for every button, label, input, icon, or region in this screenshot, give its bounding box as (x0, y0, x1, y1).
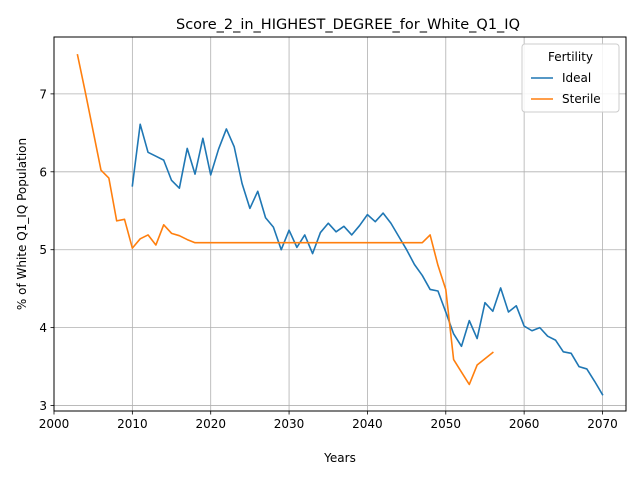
x-tick-label: 2030 (274, 417, 305, 431)
x-tick-label: 2020 (195, 417, 226, 431)
y-axis-label: % of White Q1_IQ Population (15, 138, 29, 310)
legend: Fertility Ideal Sterile (521, 43, 620, 113)
y-tick-label: 3 (39, 399, 47, 413)
legend-label-ideal: Ideal (562, 71, 591, 85)
series-line-sterile (76, 53, 494, 386)
y-tick-label: 7 (39, 87, 47, 101)
y-axis-ticks: 3 4 5 6 7 (39, 87, 54, 413)
y-tick-label: 6 (39, 165, 47, 179)
legend-label-sterile: Sterile (562, 92, 601, 106)
x-tick-label: 2000 (39, 417, 70, 431)
legend-box (521, 43, 620, 113)
y-tick-label: 5 (39, 243, 47, 257)
x-tick-label: 2040 (352, 417, 383, 431)
chart-title: Score_2_in_HIGHEST_DEGREE_for_White_Q1_I… (176, 17, 520, 33)
x-tick-label: 2050 (431, 417, 462, 431)
x-axis-ticks: 2000 2010 2020 2030 2040 2050 2060 2070 (39, 411, 618, 431)
x-tick-label: 2010 (117, 417, 148, 431)
x-axis-label: Years (323, 451, 356, 465)
y-tick-label: 4 (39, 321, 47, 335)
series-line-ideal (131, 123, 604, 396)
series-lines (76, 53, 604, 396)
legend-title: Fertility (548, 50, 593, 64)
x-tick-label: 2060 (509, 417, 540, 431)
plot-frame (53, 36, 627, 412)
x-tick-label: 2070 (587, 417, 618, 431)
